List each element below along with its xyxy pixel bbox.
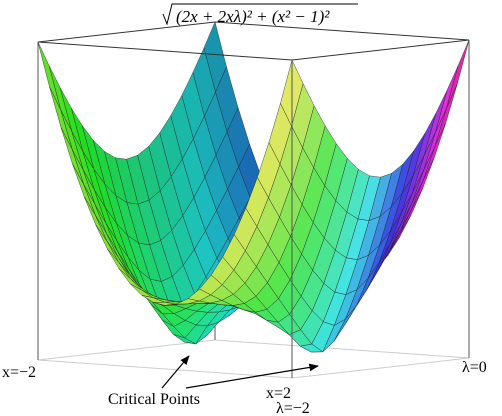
box-edge xyxy=(37,359,293,379)
axis-label: x=−2 xyxy=(2,364,36,381)
box-edge xyxy=(291,357,470,379)
box-edge xyxy=(291,39,470,61)
surface-patch xyxy=(435,65,459,133)
radical-sign xyxy=(162,3,358,26)
surface xyxy=(37,21,470,353)
box-front xyxy=(37,21,470,379)
arrow xyxy=(185,363,319,389)
axis-label: x=2 xyxy=(266,385,291,402)
surface-patch xyxy=(37,41,61,110)
annotation: Critical Points xyxy=(108,391,200,408)
surface-patch xyxy=(446,39,470,109)
box-edge xyxy=(37,41,293,61)
axis-label: λ=0 xyxy=(462,359,487,376)
chart-title: (2x + 2xλ)² + (x² − 1)² xyxy=(176,7,330,26)
arrow xyxy=(161,355,190,389)
box-edge xyxy=(214,21,470,41)
box-edge xyxy=(37,339,216,361)
box-edge xyxy=(214,339,470,359)
axis-label: λ=−2 xyxy=(276,400,310,416)
box-edge xyxy=(37,21,216,43)
